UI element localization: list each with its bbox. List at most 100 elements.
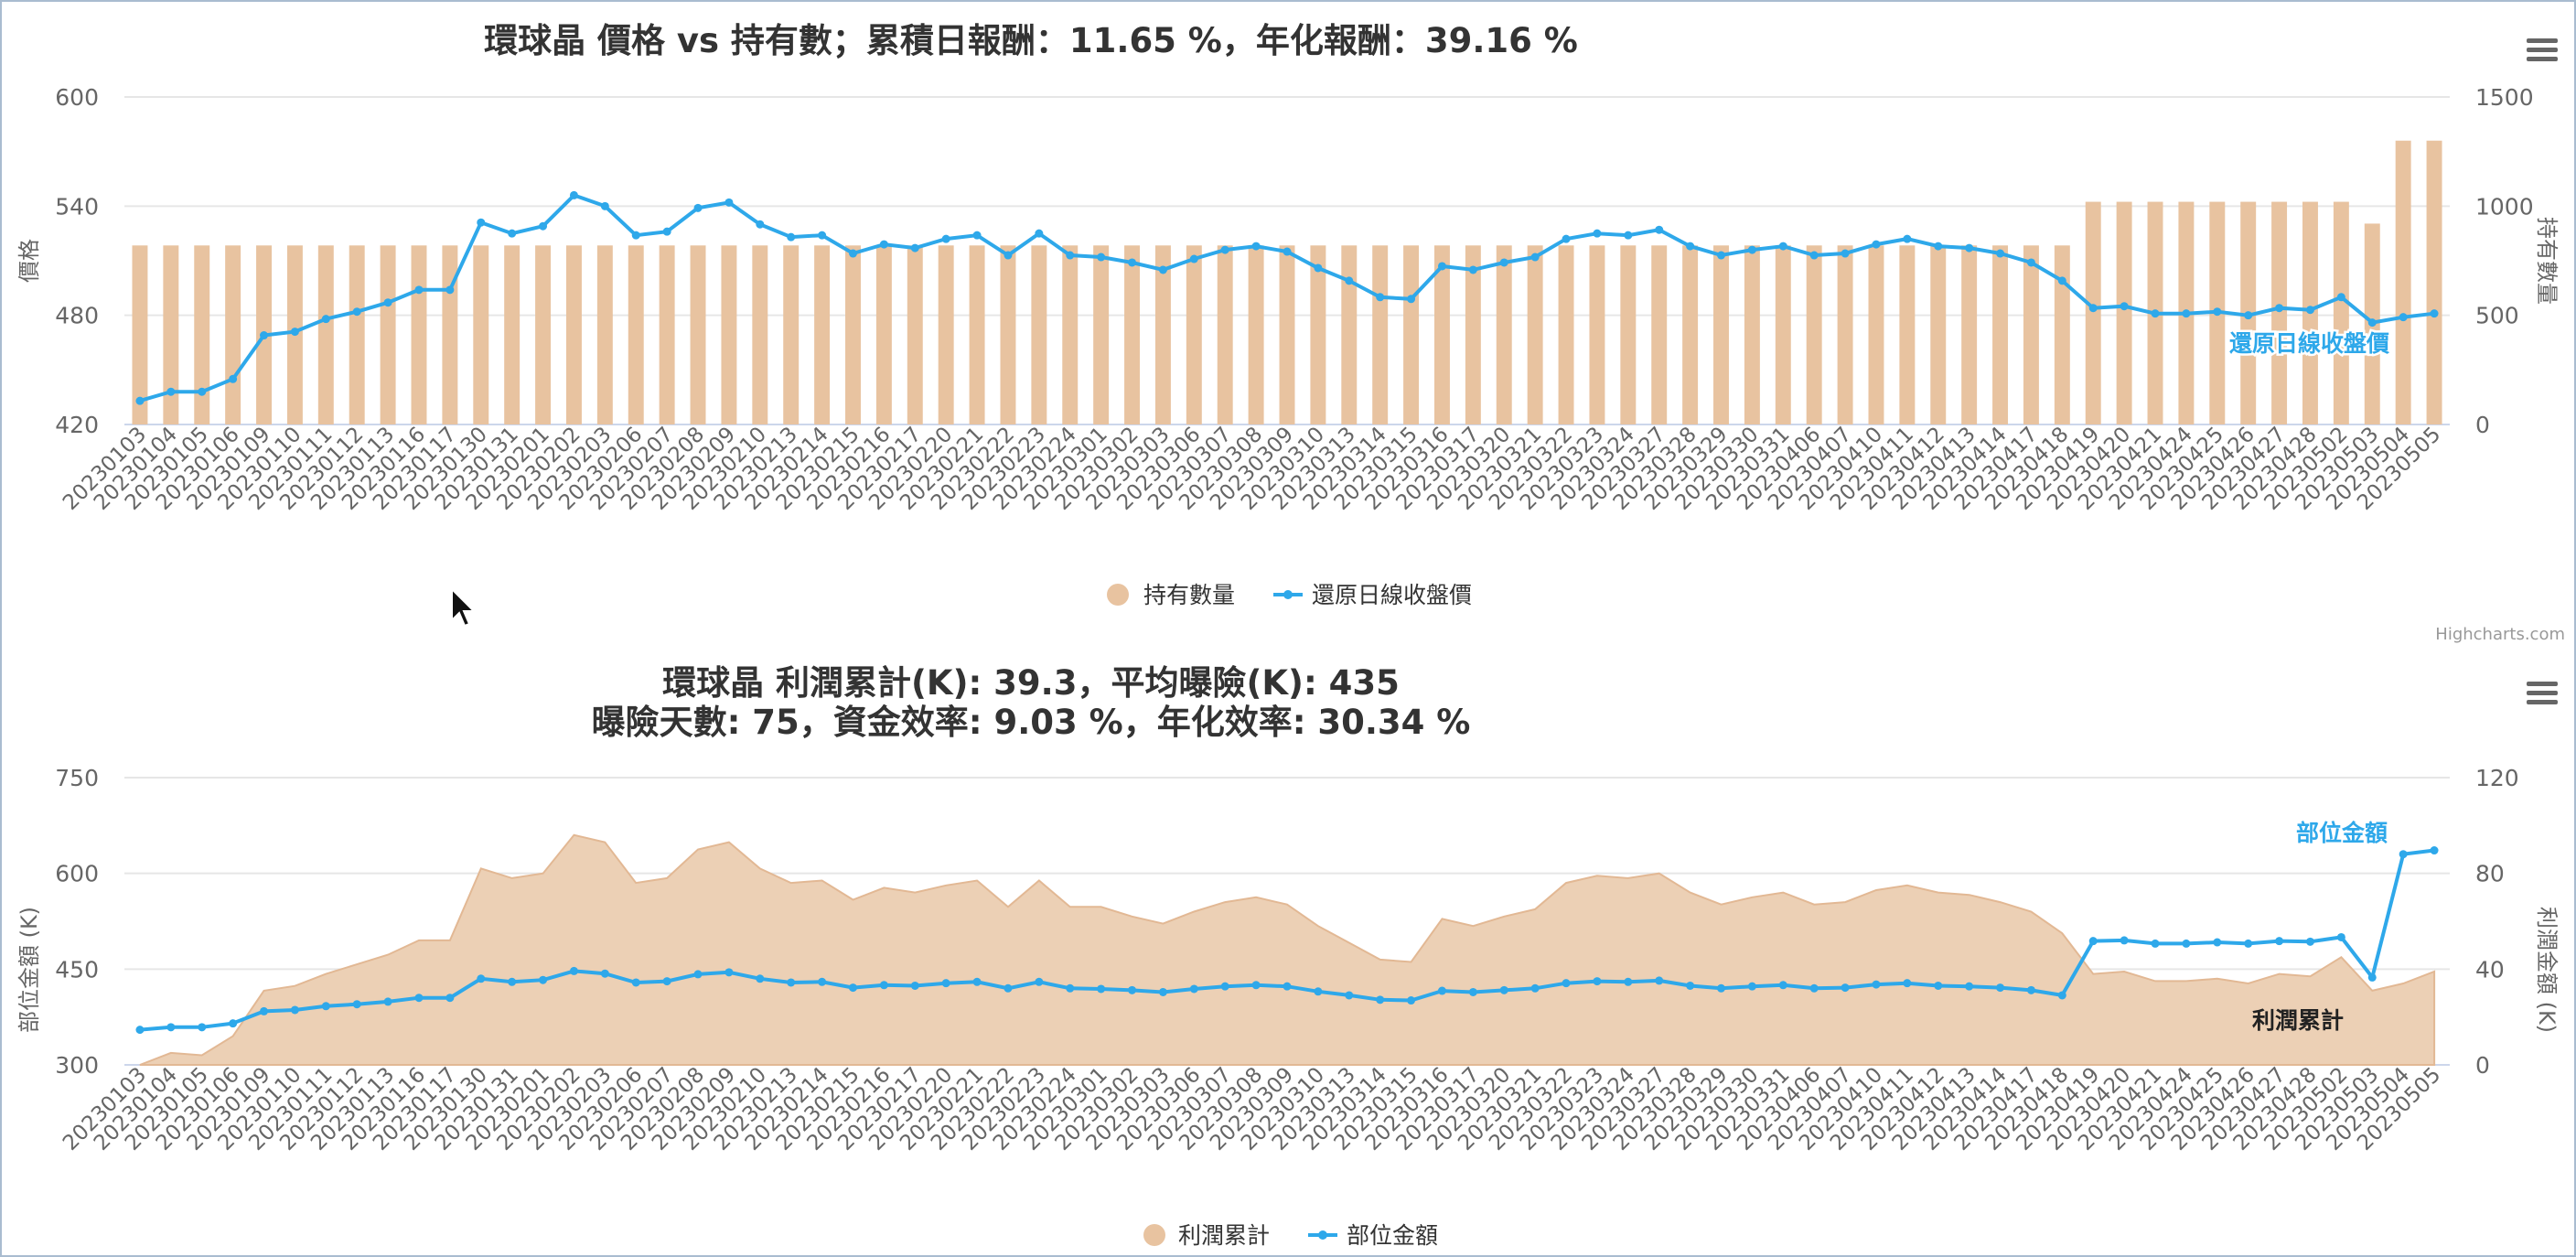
bar: [1465, 245, 1481, 424]
bar: [1713, 245, 1729, 424]
line-point: [693, 203, 703, 212]
bar: [442, 245, 458, 424]
line-point: [600, 969, 609, 978]
line-point: [1562, 979, 1571, 988]
bar: [1589, 245, 1605, 424]
line-point: [2275, 304, 2284, 313]
hamburger-menu-icon[interactable]: [2527, 38, 2558, 61]
line-point: [352, 307, 361, 317]
chart2-ylabel-left: 部位金額 (K): [16, 907, 42, 1033]
line-point: [1220, 245, 1229, 254]
bar: [814, 245, 831, 424]
line-point: [879, 981, 888, 990]
line-point: [2336, 293, 2345, 302]
line-point: [1934, 981, 1943, 990]
line-point: [321, 1002, 330, 1011]
line-point: [1128, 985, 1137, 994]
legend-label: 利潤累計: [1178, 1222, 1270, 1249]
line-point: [1593, 977, 1602, 986]
bar: [1837, 245, 1853, 424]
line-point: [1530, 252, 1540, 262]
line-point: [662, 227, 671, 236]
y-tick-label-left: 450: [55, 956, 99, 983]
line-point: [2120, 936, 2129, 945]
line-point: [383, 298, 392, 307]
line-point: [1437, 986, 1446, 995]
y-tick-label-left: 600: [55, 84, 99, 111]
bar: [1433, 245, 1450, 424]
line-point: [1903, 979, 1912, 988]
y-tick-label-left: 300: [55, 1052, 99, 1079]
bar: [1248, 245, 1264, 424]
mouse-cursor-icon: [451, 586, 477, 628]
y-tick-label-right: 40: [2475, 956, 2505, 983]
bar: [969, 245, 985, 424]
chart1-title: 環球晶 價格 vs 持有數；累積日報酬：11.65 %，年化報酬：39.16 %: [484, 21, 1578, 60]
y-tick-label-right: 0: [2475, 412, 2490, 438]
line-point: [1562, 234, 1571, 243]
legend-label: 還原日線收盤價: [1312, 582, 1472, 608]
line-point: [1996, 983, 2005, 993]
bar: [1775, 245, 1791, 424]
highcharts-credits[interactable]: Highcharts.com: [2435, 625, 2565, 644]
hamburger-menu-icon[interactable]: [2527, 682, 2558, 704]
line-point: [818, 977, 827, 986]
line-point: [1220, 982, 1229, 991]
bar: [1961, 245, 1978, 424]
line-point: [2182, 309, 2191, 318]
line-point: [508, 977, 517, 986]
line-point: [539, 975, 548, 984]
line-point: [1686, 242, 1695, 251]
y-tick-label-right: 0: [2475, 1052, 2490, 1079]
bar: [1124, 245, 1141, 424]
bar: [1620, 245, 1637, 424]
line-point: [229, 1019, 238, 1028]
bar: [845, 245, 861, 424]
line-point: [1283, 247, 1292, 256]
y-tick-label-left: 540: [55, 193, 99, 220]
line-point: [1872, 240, 1881, 249]
line-point: [1624, 977, 1633, 986]
series-annotation: 部位金額: [2296, 820, 2388, 846]
line-point: [445, 285, 455, 295]
line-point: [508, 229, 517, 238]
bar: [535, 245, 552, 424]
line-point: [1717, 251, 1726, 260]
line-point: [1097, 984, 1106, 994]
line-point: [1251, 981, 1261, 990]
line-point: [569, 966, 578, 975]
line-point: [1499, 985, 1508, 994]
line-point: [1437, 262, 1446, 271]
bar: [596, 245, 613, 424]
bar: [2116, 201, 2132, 424]
line-point: [135, 396, 145, 405]
line-point: [352, 1000, 361, 1009]
bar: [783, 245, 800, 424]
line-point: [260, 1006, 269, 1015]
line-point: [2213, 307, 2222, 317]
bar: [690, 245, 706, 424]
bar: [504, 245, 521, 424]
line-point: [1066, 983, 1075, 993]
bar: [1000, 245, 1016, 424]
y-tick-label-left: 750: [55, 765, 99, 791]
line-point: [1158, 987, 1167, 996]
bar: [225, 245, 242, 424]
line-point: [2120, 302, 2129, 311]
line-point: [2399, 313, 2408, 322]
line-point: [1965, 982, 1974, 991]
line-point: [1004, 983, 1013, 993]
line-point: [290, 328, 299, 337]
bar: [1403, 245, 1420, 424]
line-point: [1686, 981, 1695, 990]
bar: [721, 245, 737, 424]
bar: [938, 245, 954, 424]
line-point: [383, 997, 392, 1006]
legend-label: 持有數量: [1143, 582, 1235, 608]
line-point: [2057, 276, 2066, 285]
line-point: [1841, 983, 1850, 993]
line-point: [1035, 229, 1044, 238]
series-annotation: 還原日線收盤價: [2229, 330, 2390, 357]
line-point: [972, 977, 982, 986]
line-point: [477, 218, 486, 227]
